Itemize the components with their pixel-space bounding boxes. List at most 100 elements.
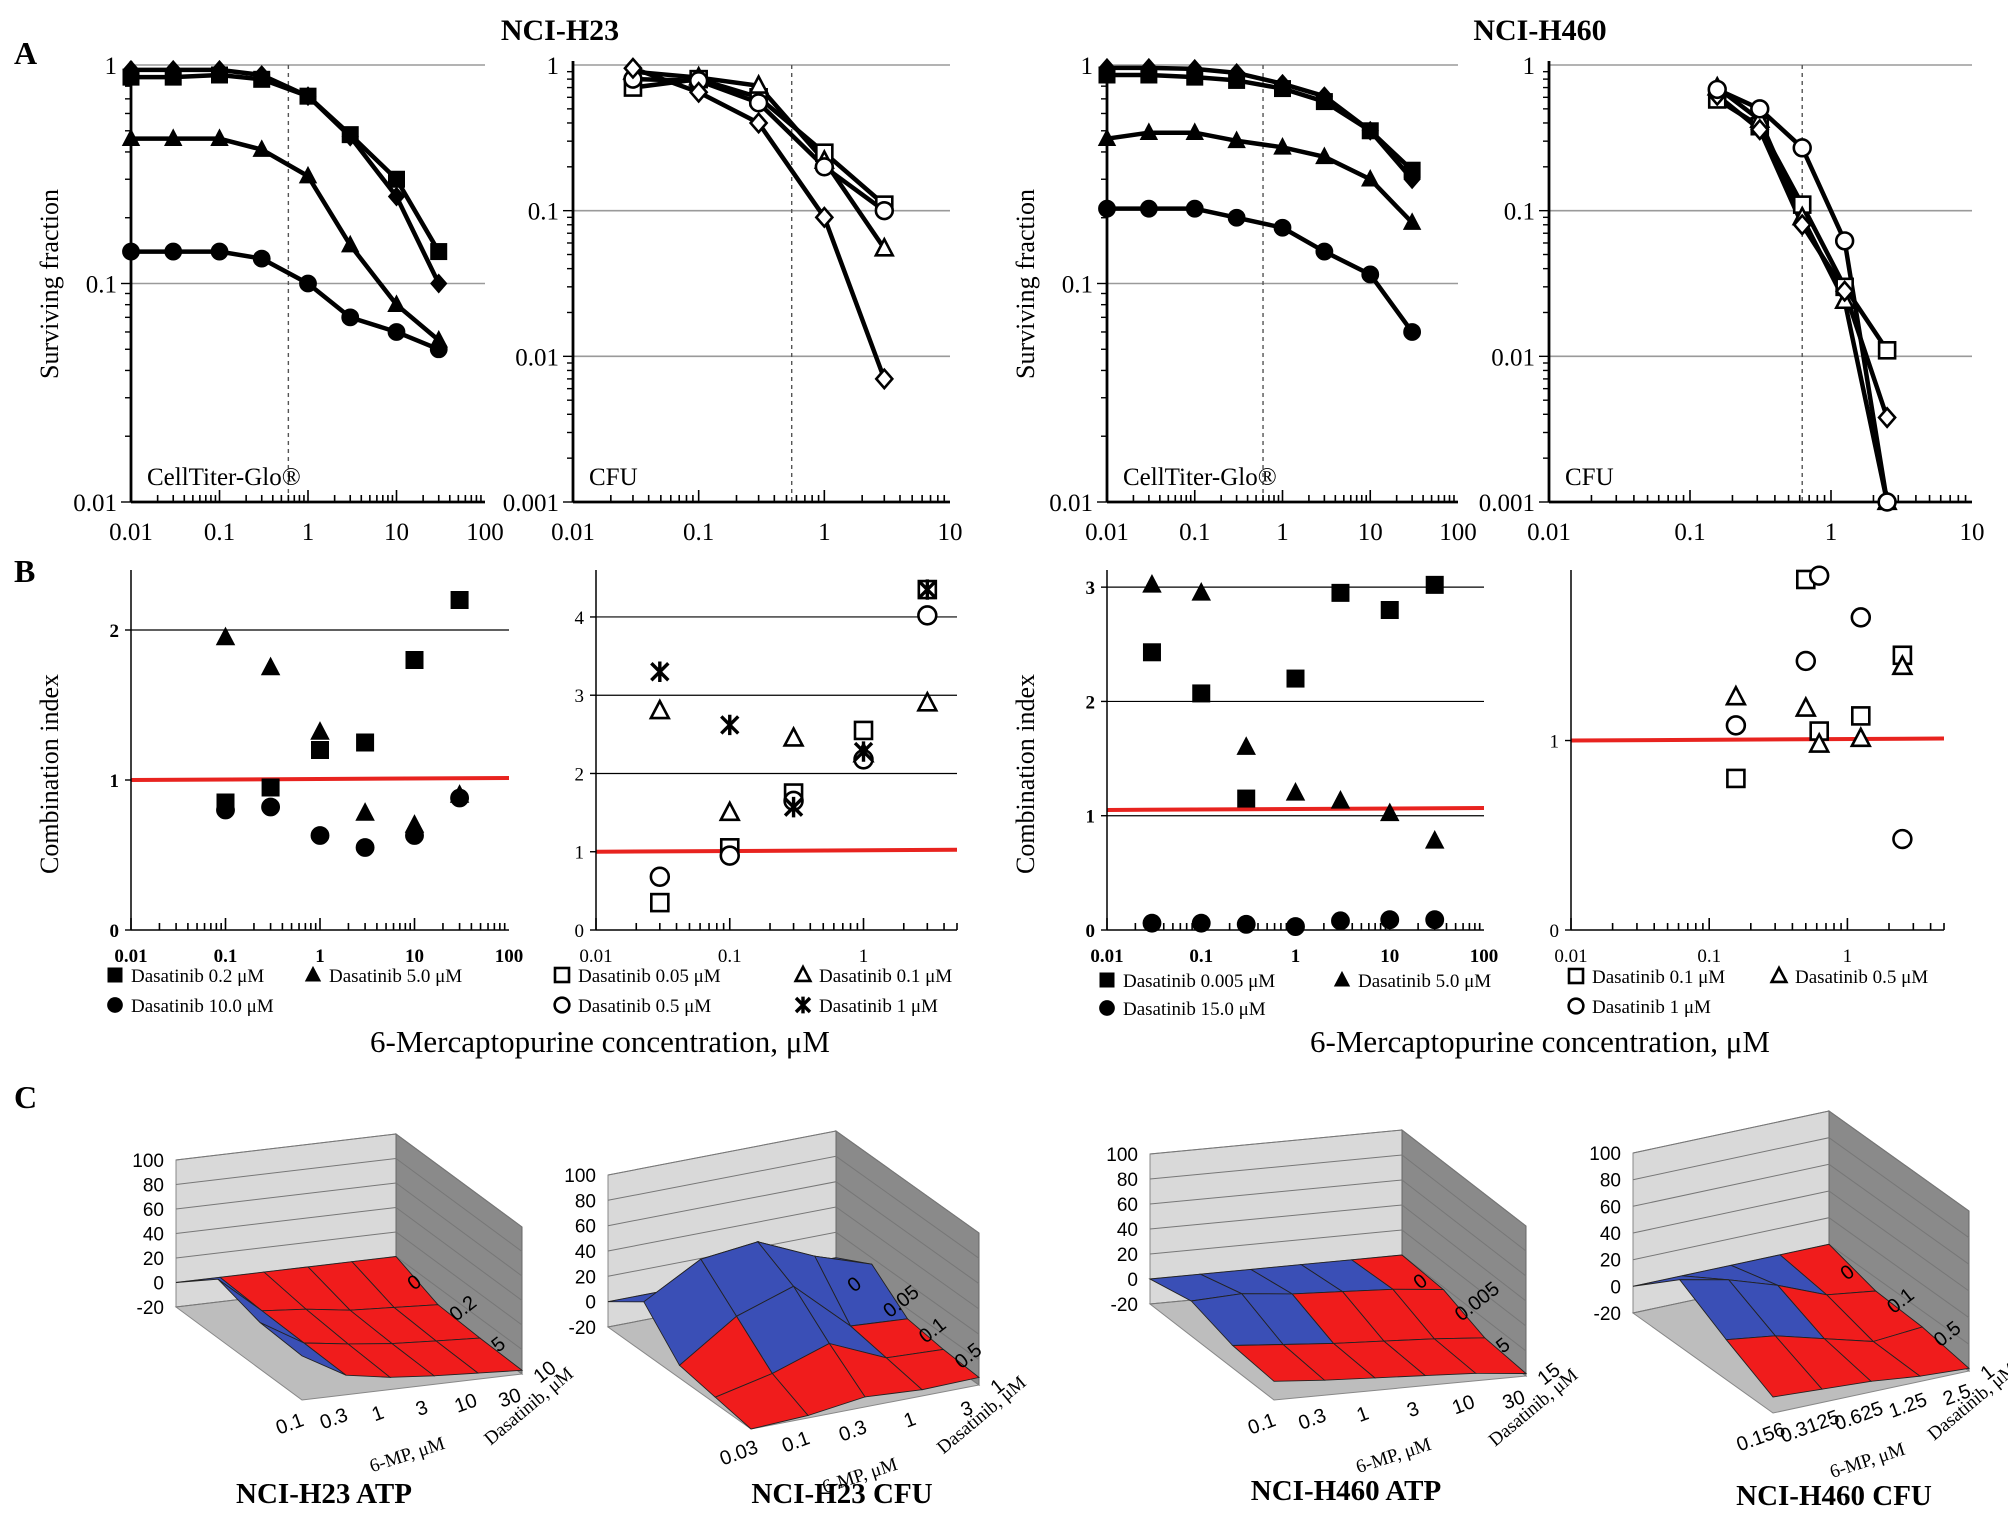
data-point <box>1724 684 1747 706</box>
data-point <box>1191 582 1212 601</box>
data-point <box>1361 168 1380 187</box>
legend-marker <box>1769 965 1789 984</box>
x-tick-label: 100 <box>495 946 524 967</box>
z-tick-label: -20 <box>137 1298 164 1319</box>
data-point <box>783 796 804 818</box>
z-tick-label: 100 <box>132 1151 164 1172</box>
x-tick-label: 0.1 <box>1674 519 1705 546</box>
x-tick-label: 0.1 <box>683 519 714 546</box>
chart-b3: 0.01 0.1 1 10 100 0 1 2 3 Dasatinib 0.005 μM Dasat… <box>1086 570 1498 1020</box>
z-gridline <box>1149 1179 1527 1277</box>
y-tick-label: 0.01 <box>73 490 117 517</box>
y-tick-label: 0.01 <box>1049 490 1093 517</box>
data-point <box>1236 914 1256 934</box>
data-point <box>430 243 448 261</box>
data-point <box>430 273 448 294</box>
z-tick-label: -20 <box>1594 1304 1621 1325</box>
legend-marker <box>304 965 322 982</box>
legend-label: Dasatinib 0.5 μM <box>578 996 711 1017</box>
data-point <box>450 591 469 609</box>
y-axis-label-b-left: Combination index <box>35 674 64 874</box>
x-tick-label: 0.156 <box>1734 1418 1789 1456</box>
data-point <box>210 59 229 80</box>
data-point <box>450 788 470 808</box>
x-tick-label: 1 <box>1843 946 1853 967</box>
z-tick-label: 100 <box>1589 1144 1621 1165</box>
data-point <box>1750 99 1770 119</box>
data-point <box>405 826 424 845</box>
data-point <box>1403 323 1422 341</box>
z-tick-label: 40 <box>1600 1224 1621 1245</box>
data-point <box>356 733 375 752</box>
data-point <box>1227 130 1246 149</box>
data-point <box>1361 265 1380 284</box>
data-point <box>1892 828 1913 850</box>
assay-annotation: CFU <box>589 464 638 491</box>
z-gridline <box>1632 1110 1970 1212</box>
x-tick-label: 0.03 <box>717 1436 761 1470</box>
data-point <box>1380 910 1400 930</box>
x-tick-label: 1 <box>369 1402 387 1426</box>
data-point <box>748 73 770 94</box>
surface-title: NCI-H460 CFU <box>1736 1480 1932 1512</box>
x-tick-label: 3 <box>1404 1398 1422 1422</box>
x-tick-label: 3 <box>413 1397 431 1421</box>
x-tick-label: 1 <box>302 519 315 546</box>
data-point <box>355 838 375 857</box>
z-tick-label: 40 <box>143 1225 164 1246</box>
legend-marker <box>107 967 123 983</box>
x-tick-label: 0.1 <box>1697 946 1721 967</box>
x-tick-label: 1 <box>1291 946 1301 967</box>
data-point <box>1850 607 1872 628</box>
panel-label-b: B <box>14 553 35 589</box>
legend-label: Dasatinib 5.0 μM <box>1358 971 1491 992</box>
data-point <box>387 186 406 207</box>
data-point <box>1425 575 1444 594</box>
y-tick-label: 0.01 <box>1491 344 1535 371</box>
x-tick-label: 0.1 <box>1189 946 1213 967</box>
data-point <box>1379 802 1400 822</box>
y-tick-label: 0.1 <box>1062 272 1093 299</box>
legend-label: Dasatinib 0.05 μM <box>578 966 721 987</box>
data-point <box>1792 213 1812 236</box>
surface-facet <box>259 1322 347 1376</box>
assay-annotation: CellTiter-Glo® <box>1123 464 1277 491</box>
x-tick-label: 0.01 <box>1554 946 1587 967</box>
z-gridline <box>607 1130 980 1234</box>
chart-b4: 0.01 0.1 1 0 1 Dasatinib 0.1 μM Dasatinib 0.5 … <box>1550 565 1945 1018</box>
data-point <box>1191 913 1211 933</box>
data-point <box>814 157 835 177</box>
z-tick-label: 20 <box>1117 1245 1138 1266</box>
data-point <box>1237 789 1256 808</box>
data-point <box>122 242 140 261</box>
x-tick-label: 1 <box>901 1408 919 1432</box>
y-tick-label: 3 <box>1086 578 1096 599</box>
data-point <box>387 294 406 312</box>
series-line <box>131 136 441 342</box>
z-tick-label: 80 <box>1117 1170 1138 1191</box>
data-point <box>719 845 740 866</box>
data-point <box>210 242 229 261</box>
z-tick-label: 60 <box>1117 1195 1138 1216</box>
legend-label: Dasatinib 0.1 μM <box>1592 967 1725 988</box>
x-tick-label: 1 <box>818 519 831 546</box>
y-tick-label: 4 <box>575 608 585 629</box>
x-tick-label: 10 <box>405 946 424 967</box>
data-point <box>1792 138 1812 158</box>
legend-marker <box>1567 997 1585 1015</box>
z-gridline <box>1632 1217 1970 1319</box>
data-point <box>1227 62 1246 83</box>
data-point <box>1877 406 1897 429</box>
x-tick-label: 0.1 <box>1245 1409 1279 1439</box>
x-tick-label: 10 <box>452 1389 480 1417</box>
data-point <box>1849 726 1872 748</box>
additivity-reference-line <box>1106 806 1485 812</box>
header-left: NCI-H23 <box>501 14 619 47</box>
data-point <box>405 651 424 669</box>
data-point <box>210 128 229 146</box>
data-point <box>429 340 448 359</box>
data-point <box>650 892 670 913</box>
data-point <box>1186 58 1204 79</box>
